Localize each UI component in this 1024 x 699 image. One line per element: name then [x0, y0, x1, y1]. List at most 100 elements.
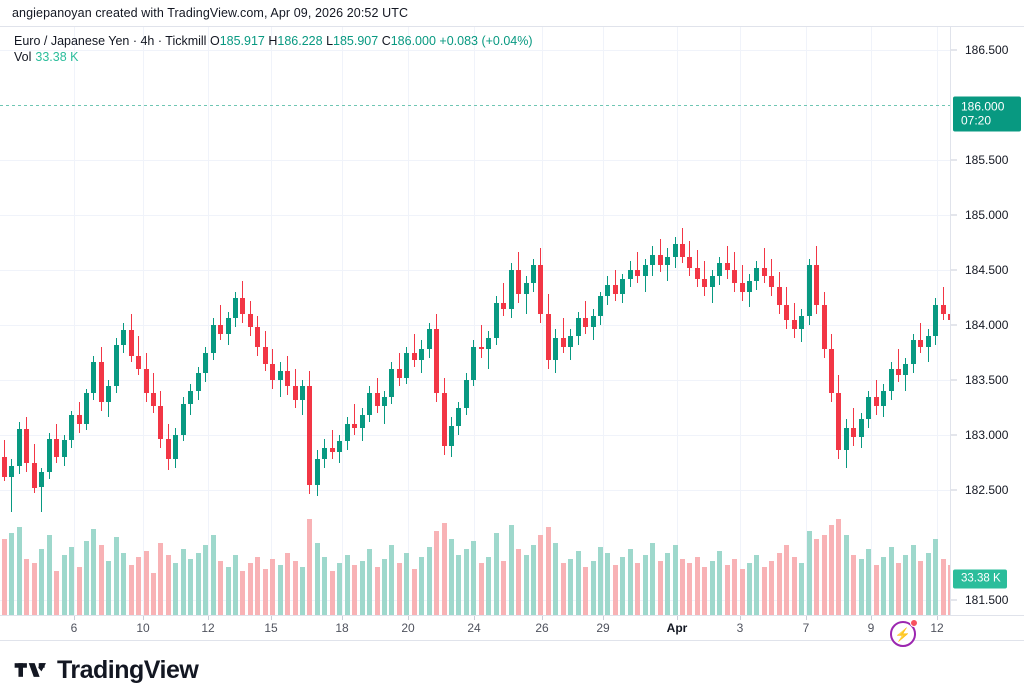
volume-bar	[232, 555, 238, 615]
volume-bar	[776, 553, 782, 615]
candle-body	[434, 329, 440, 393]
candle-body	[352, 423, 358, 429]
candle-body	[203, 353, 209, 374]
candle-body	[419, 349, 425, 360]
volume-bar	[501, 561, 507, 615]
candle-wick	[383, 390, 385, 424]
candle-body	[121, 330, 127, 345]
time-tick-label: 6	[70, 621, 78, 635]
candle-body	[769, 276, 775, 288]
volume-bar	[322, 557, 328, 615]
time-tick-label: 26	[535, 621, 549, 635]
candle-body	[61, 440, 67, 457]
candle-body	[225, 318, 231, 334]
time-tick-label: 10	[136, 621, 150, 635]
time-gridline	[871, 27, 872, 615]
volume-bar	[940, 559, 946, 615]
time-tick-dash	[677, 616, 678, 620]
candle-body	[307, 386, 313, 486]
volume-bar	[262, 569, 268, 615]
candle-body	[262, 346, 268, 365]
volume-bar	[925, 553, 931, 615]
volume-bar	[121, 553, 127, 615]
volume-bar	[635, 563, 641, 615]
candle-body	[381, 397, 387, 407]
candle-body	[627, 269, 633, 279]
candle-wick	[726, 245, 728, 279]
candle-body	[635, 269, 641, 277]
candle-wick	[220, 305, 222, 341]
volume-bar	[344, 555, 350, 615]
candle-body	[881, 390, 887, 407]
volume-bar	[896, 563, 901, 615]
volume-bar	[158, 543, 164, 615]
candle-body	[404, 353, 410, 378]
time-tick-label: Apr	[666, 621, 688, 635]
volume-bar	[352, 565, 358, 615]
volume-bar	[426, 547, 432, 615]
candle-body	[232, 298, 238, 319]
candle-body	[612, 285, 618, 295]
volume-bar	[151, 573, 156, 615]
time-tick-label: 18	[335, 621, 349, 635]
time-gridline	[208, 27, 209, 615]
candle-body	[463, 379, 469, 409]
price-tick-label: 182.500	[965, 482, 1009, 497]
candle-body	[620, 278, 626, 295]
time-axis[interactable]: 6 10 12 15 18 20 24 26 29 Apr 3 7 9 12	[0, 615, 1024, 641]
volume-bar	[240, 571, 246, 615]
volume-bar	[486, 557, 492, 615]
candle-wick	[525, 276, 527, 314]
time-gridline	[474, 27, 475, 615]
candle-wick	[488, 331, 490, 369]
price-tick-dash	[951, 159, 957, 161]
volume-bar	[493, 533, 499, 615]
volume-bar	[329, 571, 335, 615]
volume-bar	[471, 541, 477, 615]
candle-wick	[331, 430, 333, 459]
time-tick-dash	[806, 616, 807, 620]
candle-body	[39, 472, 45, 488]
time-gridline	[677, 27, 678, 615]
time-tick-dash	[871, 616, 872, 620]
candle-wick	[11, 458, 13, 512]
time-tick-dash	[208, 616, 209, 620]
time-tick-label: 3	[736, 621, 744, 635]
volume-bar	[583, 567, 589, 615]
volume-bar	[277, 565, 283, 615]
candle-body	[128, 330, 134, 356]
time-gridline	[806, 27, 807, 615]
price-axis[interactable]: 186.500 185.500 185.000 184.500 184.000 183.5…	[950, 27, 1024, 615]
candle-body	[314, 458, 320, 486]
volume-bar	[717, 551, 723, 615]
tradingview-logo[interactable]: TradingView	[14, 656, 199, 685]
candle-body	[851, 428, 857, 437]
time-tick-dash	[474, 616, 475, 620]
volume-bar	[367, 549, 373, 615]
lightning-bolt-icon[interactable]: ⚡	[890, 619, 918, 647]
time-gridline	[603, 27, 604, 615]
time-tick-dash	[740, 616, 741, 620]
volume-bar	[396, 563, 402, 615]
chart-plot-area[interactable]	[0, 27, 950, 615]
time-tick-dash	[271, 616, 272, 620]
volume-bar	[724, 565, 730, 615]
candle-body	[784, 305, 790, 321]
volume-bar	[300, 567, 305, 615]
candle-body	[538, 265, 544, 314]
candle-wick	[413, 333, 415, 367]
candle-body	[16, 429, 22, 466]
tradingview-mark-icon	[14, 663, 46, 677]
volume-bar	[761, 567, 767, 615]
candle-body	[389, 368, 395, 398]
volume-bar	[910, 545, 916, 615]
candle-body	[31, 463, 37, 488]
candle-body	[344, 423, 350, 442]
volume-bar	[83, 541, 89, 615]
candle-body	[948, 313, 950, 321]
volume-bar	[665, 553, 671, 615]
volume-bar	[128, 565, 134, 615]
candle-body	[508, 269, 514, 310]
volume-bar	[523, 555, 529, 615]
